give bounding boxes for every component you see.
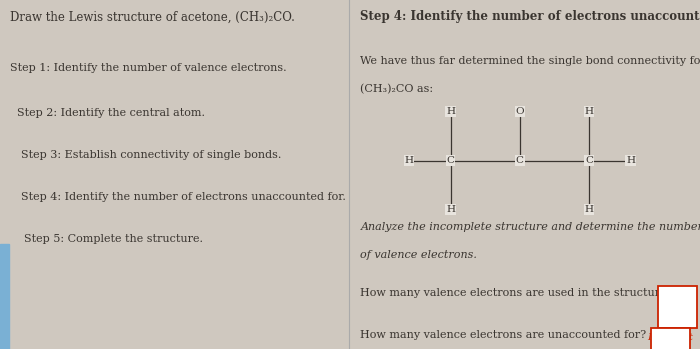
Text: Step 2: Identify the central atom.: Step 2: Identify the central atom. <box>18 108 205 118</box>
Text: Draw the Lewis structure of acetone, (CH₃)₂CO.: Draw the Lewis structure of acetone, (CH… <box>10 10 295 23</box>
Text: H: H <box>584 205 594 214</box>
Text: C: C <box>447 156 454 165</box>
Text: Analyze the incomplete structure and determine the number: Analyze the incomplete structure and det… <box>360 222 700 232</box>
FancyBboxPatch shape <box>659 286 696 328</box>
Text: Step 1: Identify the number of valence electrons.: Step 1: Identify the number of valence e… <box>10 63 287 73</box>
Text: H: H <box>626 156 635 165</box>
Text: H: H <box>446 107 455 116</box>
Text: How many valence electrons are unaccounted for?: How many valence electrons are unaccount… <box>360 330 647 340</box>
Text: Step 5: Complete the structure.: Step 5: Complete the structure. <box>25 234 203 244</box>
Text: How many valence electrons are used in the structure?: How many valence electrons are used in t… <box>360 288 673 298</box>
Text: of valence electrons.: of valence electrons. <box>360 250 477 260</box>
Text: H: H <box>584 107 594 116</box>
Text: We have thus far determined the single bond connectivity for: We have thus far determined the single b… <box>360 56 700 66</box>
Text: Step 4: Identify the number of electrons unaccounted for.: Step 4: Identify the number of electrons… <box>360 10 700 23</box>
Text: 4: 4 <box>667 344 674 349</box>
Bar <box>0 244 8 349</box>
Text: Step 4: Identify the number of electrons unaccounted for.: Step 4: Identify the number of electrons… <box>21 192 346 202</box>
Text: C: C <box>585 156 593 165</box>
Text: C: C <box>516 156 524 165</box>
Text: (CH₃)₂CO as:: (CH₃)₂CO as: <box>360 84 433 94</box>
Text: H: H <box>405 156 414 165</box>
Text: 12: 12 <box>671 302 685 312</box>
Text: Step 3: Establish connectivity of single bonds.: Step 3: Establish connectivity of single… <box>21 150 281 160</box>
Text: H: H <box>446 205 455 214</box>
Text: Incorrect: Incorrect <box>648 333 693 342</box>
FancyBboxPatch shape <box>652 328 690 349</box>
Text: O: O <box>515 107 524 116</box>
